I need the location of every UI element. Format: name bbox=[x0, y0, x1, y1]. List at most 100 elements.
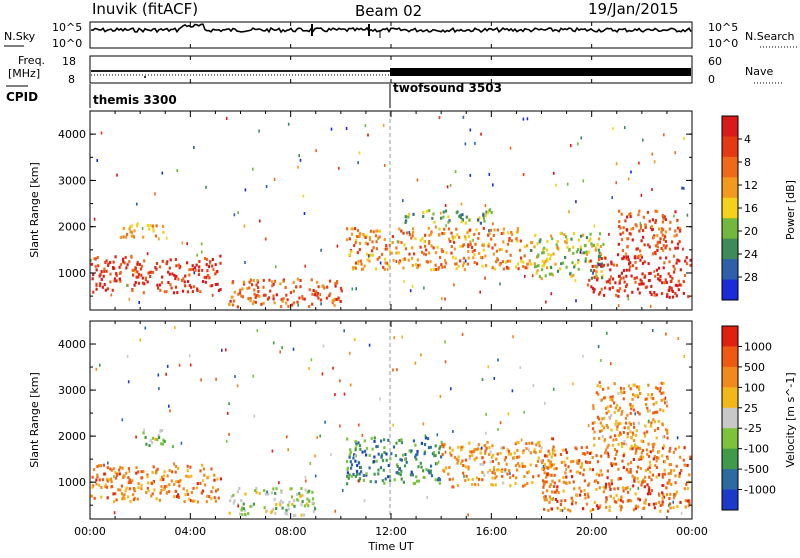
range-cell bbox=[519, 239, 522, 243]
range-cell bbox=[516, 462, 520, 466]
range-cell bbox=[666, 456, 669, 460]
range-cell bbox=[219, 288, 222, 291]
range-cell bbox=[629, 387, 632, 391]
range-cell bbox=[198, 265, 201, 269]
range-cell bbox=[110, 468, 113, 472]
range-cell bbox=[442, 215, 445, 219]
range-cell bbox=[446, 185, 449, 189]
range-cell bbox=[626, 413, 629, 417]
range-cell bbox=[619, 508, 622, 512]
range-cell bbox=[650, 396, 652, 400]
range-cell bbox=[363, 234, 366, 238]
range-cell bbox=[609, 435, 612, 439]
range-cell bbox=[632, 408, 636, 412]
range-cell bbox=[663, 444, 666, 448]
range-cell bbox=[100, 495, 103, 499]
range-cell bbox=[275, 293, 278, 297]
range-cell bbox=[132, 487, 136, 491]
range-cell bbox=[652, 411, 655, 415]
range-cell bbox=[450, 245, 453, 248]
range-cell bbox=[667, 272, 670, 276]
range-cell bbox=[575, 299, 577, 303]
range-cell bbox=[615, 419, 618, 423]
range-cell bbox=[292, 347, 295, 351]
range-cell bbox=[228, 511, 231, 515]
range-cell bbox=[152, 227, 155, 231]
range-cell bbox=[202, 479, 204, 482]
range-cell bbox=[355, 443, 358, 447]
range-cell bbox=[381, 459, 385, 463]
range-cell bbox=[414, 361, 417, 365]
range-cell bbox=[533, 448, 536, 452]
range-cell bbox=[647, 419, 650, 423]
range-cell bbox=[475, 447, 478, 451]
range-cell bbox=[416, 178, 419, 182]
range-cell bbox=[613, 448, 617, 451]
range-cell bbox=[100, 131, 103, 135]
range-cell bbox=[429, 469, 432, 473]
range-cell bbox=[625, 257, 628, 261]
range-cell bbox=[661, 502, 664, 506]
colorbar-swatch bbox=[722, 259, 738, 281]
range-cell bbox=[596, 278, 599, 282]
range-cell bbox=[395, 260, 398, 263]
range-cell bbox=[334, 284, 337, 288]
range-cell bbox=[385, 458, 388, 462]
range-cell bbox=[110, 293, 113, 297]
colorbar-swatch bbox=[722, 428, 738, 450]
range-cell bbox=[523, 464, 527, 468]
range-cell bbox=[493, 267, 496, 271]
range-cell bbox=[667, 481, 670, 485]
range-cell bbox=[411, 234, 414, 238]
range-cell bbox=[570, 237, 573, 241]
range-cell bbox=[369, 229, 373, 233]
range-cell bbox=[493, 468, 496, 472]
range-cell bbox=[228, 302, 231, 306]
range-cell bbox=[408, 233, 412, 237]
range-cell bbox=[355, 469, 359, 473]
range-cell bbox=[577, 259, 580, 263]
range-cell bbox=[320, 248, 322, 252]
range-cell bbox=[547, 449, 550, 453]
range-cell bbox=[603, 438, 607, 442]
range-cell bbox=[243, 282, 246, 286]
range-cell bbox=[612, 438, 615, 442]
colorbar-frame bbox=[721, 325, 739, 511]
range-cell bbox=[488, 232, 491, 236]
range-cell bbox=[210, 497, 213, 501]
range-cell bbox=[314, 474, 317, 478]
range-cell bbox=[657, 266, 661, 270]
range-cell bbox=[592, 243, 595, 247]
range-cell bbox=[683, 137, 685, 140]
range-cell bbox=[674, 447, 677, 451]
range-cell bbox=[237, 504, 240, 508]
range-cell bbox=[115, 273, 118, 277]
range-cell bbox=[633, 479, 636, 483]
range-cell bbox=[158, 436, 161, 439]
range-cell bbox=[651, 473, 654, 477]
range-cell bbox=[632, 484, 635, 488]
range-cell bbox=[653, 270, 655, 273]
range-cell bbox=[616, 425, 619, 429]
range-cell bbox=[424, 436, 427, 440]
range-cell bbox=[195, 263, 198, 267]
range-cell bbox=[498, 263, 501, 267]
range-cell bbox=[629, 430, 632, 434]
range-cell bbox=[444, 340, 446, 344]
range-cell bbox=[534, 234, 537, 237]
range-cell bbox=[660, 247, 663, 250]
range-cell bbox=[585, 445, 588, 449]
range-cell bbox=[332, 366, 334, 370]
range-cell bbox=[244, 188, 247, 192]
range-cell bbox=[346, 460, 349, 464]
range-cell bbox=[136, 497, 139, 501]
range-cell bbox=[159, 478, 162, 482]
range-cell bbox=[642, 138, 644, 142]
range-cell bbox=[603, 396, 606, 400]
range-cell bbox=[551, 497, 554, 501]
range-cell bbox=[348, 253, 351, 257]
range-cell bbox=[190, 285, 193, 289]
range-cell bbox=[163, 439, 166, 443]
range-cell bbox=[354, 454, 357, 458]
range-cell bbox=[629, 447, 632, 451]
